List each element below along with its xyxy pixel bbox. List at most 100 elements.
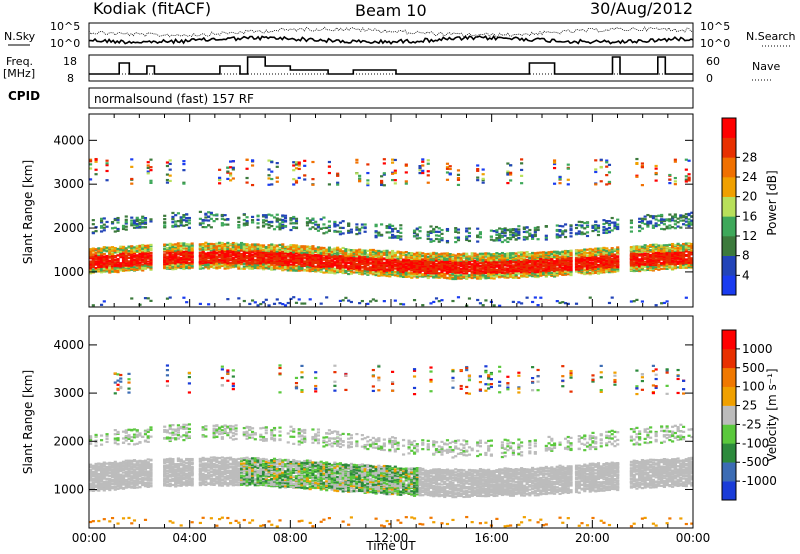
scatter-cell <box>292 169 296 172</box>
scatter-cell <box>187 243 191 246</box>
scatter-cell <box>404 253 408 257</box>
scatter-cell <box>311 263 315 266</box>
scatter-cell <box>267 168 271 171</box>
scatter-cell <box>209 251 213 254</box>
scatter-cell <box>226 262 230 265</box>
scatter-cell <box>110 263 115 267</box>
scatter-cell <box>281 245 285 248</box>
scatter-cell <box>509 228 513 231</box>
scatter-cell <box>393 263 397 266</box>
scatter-cell <box>116 221 120 224</box>
scatter-cell <box>434 230 439 233</box>
scatter-cell <box>176 250 180 253</box>
scatter-cell <box>198 256 202 259</box>
scatter-cell <box>127 252 131 255</box>
scatter-cell <box>558 251 562 254</box>
scatter-cell <box>127 253 131 257</box>
scatter-cell <box>94 251 98 254</box>
scatter-cell <box>319 265 323 268</box>
scatter-cell <box>594 254 598 257</box>
scatter-cell <box>275 165 279 168</box>
scatter-cell <box>119 248 123 251</box>
scatter-cell <box>517 254 521 257</box>
scatter-cell <box>349 300 353 304</box>
scatter-cell <box>558 301 562 304</box>
scatter-cell <box>102 265 106 268</box>
scatter-cell <box>135 268 139 271</box>
scatter-cell <box>520 162 524 165</box>
scatter-cell <box>256 226 260 229</box>
scatter-cell <box>336 174 340 177</box>
scatter-cell <box>141 255 145 258</box>
scatter-cell <box>561 232 565 235</box>
scatter-cell <box>476 234 480 238</box>
scatter-cell <box>311 226 315 229</box>
scatter-cell <box>168 179 172 183</box>
scatter-cell <box>99 252 104 255</box>
scatter-cell <box>168 253 172 256</box>
scatter-cell <box>130 247 134 250</box>
scatter-cell <box>168 255 172 258</box>
scatter-cell <box>130 182 134 185</box>
scatter-cell <box>242 265 246 268</box>
scatter-cell <box>289 228 293 232</box>
scatter-cell <box>369 266 373 269</box>
scatter-cell <box>261 244 266 247</box>
scatter-cell <box>91 265 95 269</box>
scatter-cell <box>132 260 137 263</box>
scatter-cell <box>478 272 482 275</box>
power-scatter <box>89 157 694 307</box>
scatter-cell <box>94 173 98 176</box>
scatter-cell <box>399 235 403 238</box>
scatter-cell <box>314 253 318 257</box>
scatter-cell <box>198 217 202 220</box>
scatter-cell <box>316 229 321 232</box>
scatter-cell <box>300 248 304 251</box>
scatter-cell <box>297 267 301 271</box>
scatter-cell <box>305 248 310 251</box>
scatter-cell <box>89 254 93 257</box>
scatter-cell <box>495 268 499 271</box>
scatter-cell <box>108 261 112 264</box>
scatter-cell <box>297 245 301 248</box>
scatter-cell <box>426 274 430 277</box>
scatter-cell <box>506 240 510 244</box>
scatter-cell <box>506 237 510 240</box>
scatter-cell <box>308 249 312 252</box>
scatter-cell <box>489 253 493 256</box>
scatter-cell <box>305 221 310 225</box>
scatter-cell <box>138 259 142 262</box>
scatter-cell <box>555 224 559 227</box>
scatter-cell <box>605 259 609 262</box>
scatter-cell <box>207 244 211 248</box>
scatter-cell <box>250 245 255 248</box>
scatter-cell <box>198 222 202 225</box>
scatter-cell <box>281 214 285 217</box>
scatter-cell <box>130 249 134 252</box>
scatter-cell <box>347 222 351 225</box>
scatter-cell <box>421 258 425 261</box>
scatter-cell <box>437 300 441 303</box>
scatter-cell <box>272 244 277 247</box>
scatter-cell <box>426 170 430 173</box>
scatter-cell <box>171 250 175 254</box>
scatter-cell <box>209 217 213 220</box>
scatter-cell <box>102 270 106 273</box>
scatter-cell <box>270 183 274 186</box>
scatter-cell <box>577 264 581 268</box>
cpid-strip-frame <box>88 87 694 109</box>
scatter-cell <box>322 216 326 219</box>
scatter-cell <box>190 254 194 258</box>
scatter-cell <box>187 257 191 261</box>
scatter-cell <box>418 273 422 277</box>
scatter-cell <box>215 259 219 262</box>
scatter-cell <box>437 253 441 256</box>
scatter-cell <box>481 168 485 171</box>
scatter-cell <box>207 259 211 262</box>
scatter-cell <box>237 260 241 263</box>
scatter-cell <box>333 270 337 273</box>
scatter-cell <box>511 234 515 237</box>
scatter-cell <box>341 232 345 235</box>
scatter-cell <box>333 230 337 233</box>
scatter-cell <box>377 251 381 255</box>
